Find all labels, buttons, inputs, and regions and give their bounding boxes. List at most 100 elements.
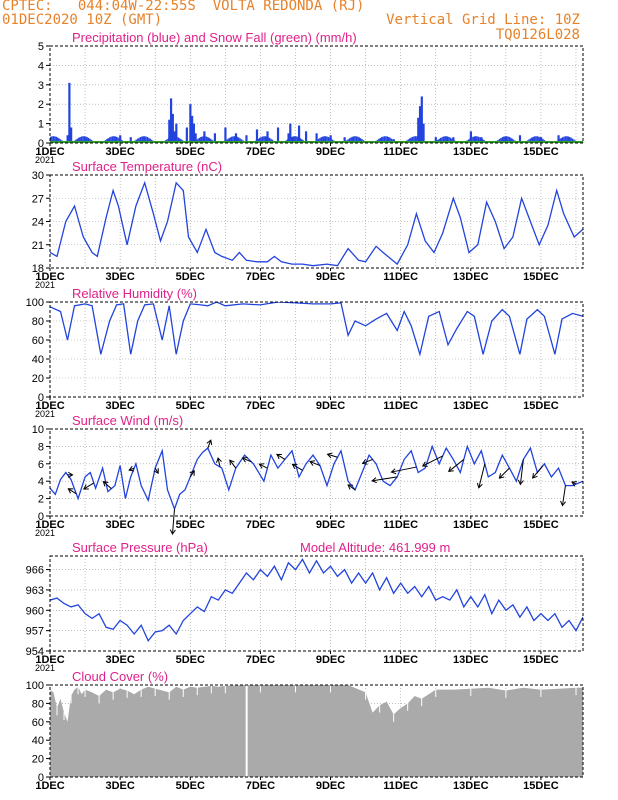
y-tick-label: 100 — [26, 680, 44, 692]
precip-bar — [503, 136, 505, 143]
precip-bar — [76, 138, 79, 143]
y-tick-label: 18 — [32, 263, 44, 275]
precip-bar — [469, 138, 471, 143]
precip-bar — [192, 123, 195, 143]
y-tick-label: 957 — [26, 626, 44, 638]
x-tick-label: 11DEC — [383, 780, 418, 792]
wind-vector — [347, 484, 356, 491]
wind-vector-head — [390, 468, 397, 475]
precip-bar — [79, 137, 81, 143]
precip-bar — [80, 136, 83, 143]
x-tick-label: 5DEC — [176, 780, 205, 792]
wind-vector — [422, 455, 443, 467]
x-tick-label: 9DEC — [316, 780, 345, 792]
precip-bar — [268, 137, 271, 143]
precip-bar — [198, 137, 201, 143]
year-label-clipped: 2021 — [35, 663, 55, 673]
x-tick-label: 1DEC — [35, 271, 64, 283]
plot-frame — [49, 45, 584, 144]
x-tick-label: 1DEC — [35, 654, 64, 666]
y-tick-label: 1 — [38, 119, 44, 131]
series-line — [50, 558, 583, 643]
precip-bar — [235, 136, 237, 143]
header-station: CPTEC: 044:04W-22:55S VOLTA REDONDA (RJ) — [2, 0, 365, 14]
wind-vector-head — [258, 463, 265, 469]
y-tick-label: 0 — [38, 772, 44, 784]
precip-bar — [448, 136, 450, 143]
precip-bar — [473, 136, 475, 143]
wind-vector-head — [371, 477, 377, 484]
precip-bar — [50, 136, 52, 143]
precip-bar — [205, 136, 208, 143]
wind-vector-head — [347, 484, 354, 490]
x-tick-label: 11DEC — [383, 400, 418, 412]
precip-bar — [329, 137, 331, 143]
wind-vector-head — [276, 453, 282, 460]
precip-bar — [266, 136, 268, 143]
precip-bar — [470, 137, 473, 143]
precip-bar — [177, 137, 180, 143]
precip-bar — [417, 136, 419, 143]
panel-title: Precipitation (blue) and Snow Fall (gree… — [72, 30, 357, 45]
panel-title: Surface Pressure (hPa) — [72, 540, 208, 555]
panel-title: Relative Humidity (%) — [72, 286, 197, 301]
precip-bar — [267, 137, 269, 143]
y-tick-label: 60 — [32, 335, 44, 347]
precip-bar — [508, 136, 511, 143]
wind-vector — [362, 458, 373, 464]
precip-bar — [357, 136, 359, 143]
precip-bar — [418, 106, 422, 143]
x-tick-label: 11DEC — [383, 519, 418, 531]
precip-bar — [479, 137, 481, 143]
precip-bar — [538, 136, 540, 143]
x-tick-label: 9DEC — [316, 146, 345, 158]
precip-bar — [169, 98, 173, 143]
precip-bar — [204, 136, 206, 143]
precip-bar — [304, 131, 308, 143]
precip-bar — [83, 136, 86, 143]
precip-bar — [107, 138, 109, 143]
x-tick-label: 7DEC — [246, 271, 275, 283]
precip-bar — [319, 137, 321, 143]
precip-bar — [320, 137, 323, 143]
precip-bar — [169, 137, 171, 143]
panel-2: 18 21 24 27 30 1DEC 3DEC 5DEC 7DEC 9DEC 11DEC 13DEC… — [32, 159, 584, 290]
precip-bar — [420, 96, 423, 143]
x-tick-label: 13DEC — [453, 400, 489, 412]
y-tick-label: 60 — [32, 717, 44, 729]
precip-bar — [476, 136, 478, 143]
wind-vector — [83, 482, 95, 490]
y-tick-label: 2 — [38, 99, 44, 111]
wind-vector — [171, 509, 175, 535]
header-grid-line: Vertical Grid Line: 10Z — [386, 12, 580, 28]
wind-vector-head — [309, 460, 316, 466]
precip-bar — [58, 138, 60, 143]
panel-3: 0 20 40 60 80 100 1DEC 3DEC 5DEC 7DEC 9DEC 11DEC 13D… — [26, 286, 584, 419]
precip-bar — [213, 133, 217, 143]
series-line — [50, 302, 583, 357]
precip-bar — [561, 137, 564, 143]
cloud-gap — [245, 685, 248, 777]
y-tick-label: 80 — [32, 698, 44, 710]
precip-bar — [504, 136, 506, 143]
precip-bar — [139, 137, 142, 143]
precip-bar — [294, 136, 296, 143]
precip-bar — [110, 136, 112, 143]
y-tick-label: 963 — [26, 585, 44, 597]
wind-vector-head — [67, 488, 74, 494]
precip-bar — [172, 136, 174, 143]
precip-bar — [533, 136, 536, 143]
wind-vector — [478, 463, 486, 488]
wind-vector — [68, 488, 77, 495]
wind-vector-head — [532, 472, 538, 479]
wind-vector-head — [216, 457, 222, 463]
precip-bar — [270, 138, 272, 143]
precip-bar — [446, 136, 449, 143]
precip-bar — [438, 138, 440, 143]
precip-bar — [564, 136, 567, 143]
precip-bar — [480, 138, 483, 143]
precip-bar — [354, 136, 356, 143]
precip-bar — [348, 138, 351, 143]
precip-bar — [324, 136, 327, 143]
precip-bar — [444, 136, 446, 143]
